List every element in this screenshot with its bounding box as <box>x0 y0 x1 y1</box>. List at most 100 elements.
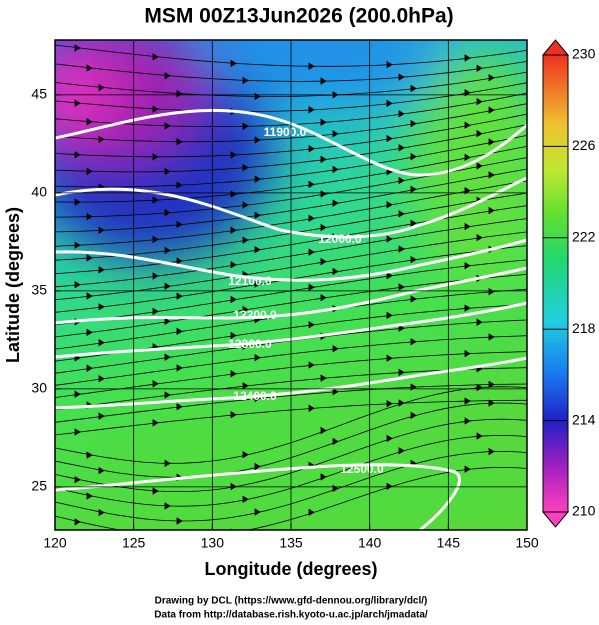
stream-arrow <box>464 54 471 62</box>
stream-arrow <box>242 236 249 244</box>
stream-arrow <box>320 155 327 164</box>
stream-arrow <box>386 134 393 143</box>
stream-arrow <box>320 118 327 126</box>
stream-arrow <box>464 121 471 129</box>
stream-arrow <box>230 331 237 340</box>
y-tick-label: 35 <box>31 282 47 298</box>
stream-arrow <box>164 317 171 326</box>
stream-arrow <box>98 466 105 475</box>
stream-arrow <box>386 434 393 443</box>
stream-arrow <box>398 176 405 185</box>
stream-arrow <box>176 137 183 146</box>
stream-arrow <box>398 144 405 152</box>
stream-arrow <box>464 89 471 97</box>
stream-arrow <box>74 198 81 206</box>
stream-arrow <box>464 304 471 312</box>
stream-arrow <box>398 73 405 81</box>
x-tick-label: 135 <box>279 535 303 551</box>
contour-label: 12400.0 <box>233 389 277 403</box>
stream-arrow <box>152 307 159 316</box>
stream-arrow <box>308 180 315 189</box>
stream-arrow <box>152 272 159 280</box>
stream-arrow <box>176 364 183 372</box>
stream-arrow <box>488 333 495 341</box>
stream-arrow <box>254 136 261 144</box>
x-tick-label: 150 <box>515 535 539 551</box>
stream-arrow <box>488 206 495 215</box>
stream-arrow <box>153 532 158 538</box>
stream-arrow <box>398 324 405 332</box>
stream-arrow <box>164 391 171 399</box>
stream-arrow <box>254 280 261 288</box>
stream-arrow <box>398 447 405 455</box>
stream-arrow <box>230 59 237 68</box>
stream-arrow <box>86 328 93 337</box>
contour-label: 12200.0 <box>233 308 277 322</box>
stream-arrow <box>152 153 159 161</box>
stream-arrow <box>152 487 159 495</box>
stream-arrow <box>488 171 495 179</box>
stream-arrow <box>320 473 327 481</box>
stream-arrow <box>152 105 159 113</box>
contour-label: 12300.0 <box>228 337 272 351</box>
colorbar-tick-label: 222 <box>572 229 596 245</box>
stream-arrow <box>86 64 93 72</box>
stream-arrow <box>398 110 405 118</box>
y-tick-label: 25 <box>31 478 47 494</box>
stream-arrow <box>488 74 495 82</box>
stream-arrow <box>242 163 249 172</box>
stream-arrow <box>176 292 183 300</box>
stream-arrow <box>98 303 105 311</box>
stream-arrow <box>176 402 183 411</box>
x-tick-label: 140 <box>358 535 382 551</box>
contour-label: 12100.0 <box>228 274 272 288</box>
stream-arrow <box>74 99 81 107</box>
stream-arrow <box>254 211 261 219</box>
credit: Drawing by DCL (https://www.gfd-dennou.o… <box>155 596 428 607</box>
stream-arrow <box>464 186 471 195</box>
stream-arrow <box>308 361 315 369</box>
stream-arrow <box>410 219 417 227</box>
stream-arrow <box>164 459 171 468</box>
stream-arrow <box>332 388 339 396</box>
stream-arrow <box>152 235 159 244</box>
stream-arrow <box>98 226 105 234</box>
stream-arrow <box>242 450 249 459</box>
stream-arrow <box>410 337 417 346</box>
stream-arrow <box>464 465 471 473</box>
stream-arrow <box>308 106 315 114</box>
stream-arrow <box>230 151 237 159</box>
stream-arrow <box>488 380 495 389</box>
stream-arrow <box>74 280 81 289</box>
stream-arrow <box>320 374 327 382</box>
stream-arrow <box>308 321 315 329</box>
y-axis-label: Latitude (degrees) <box>3 207 23 363</box>
stream-arrow <box>230 261 237 269</box>
stream-arrow <box>242 495 249 503</box>
stream-arrow <box>230 370 237 378</box>
stream-arrow <box>386 201 393 209</box>
stream-arrow <box>386 482 393 491</box>
stream-arrow <box>242 201 249 209</box>
stream-arrow <box>476 318 483 326</box>
stream-arrow <box>320 257 327 266</box>
stream-arrow <box>398 368 405 377</box>
stream-arrow <box>86 292 93 300</box>
colorbar-tick-label: 214 <box>572 411 596 427</box>
stream-arrow <box>386 311 393 320</box>
stream-arrow <box>476 97 483 106</box>
stream-arrow <box>386 60 393 69</box>
field <box>55 40 527 538</box>
stream-arrow <box>410 411 417 420</box>
stream-arrow <box>254 175 261 183</box>
stream-arrow <box>332 344 339 353</box>
stream-arrow <box>464 222 471 231</box>
stream-arrow <box>320 77 327 85</box>
stream-arrow <box>488 106 495 114</box>
stream-arrow <box>152 380 159 388</box>
stream-arrow <box>98 338 105 347</box>
stream-arrow <box>230 226 237 234</box>
stream-arrow <box>332 165 339 174</box>
stream-arrow <box>74 475 81 484</box>
stream-arrow <box>308 144 315 153</box>
